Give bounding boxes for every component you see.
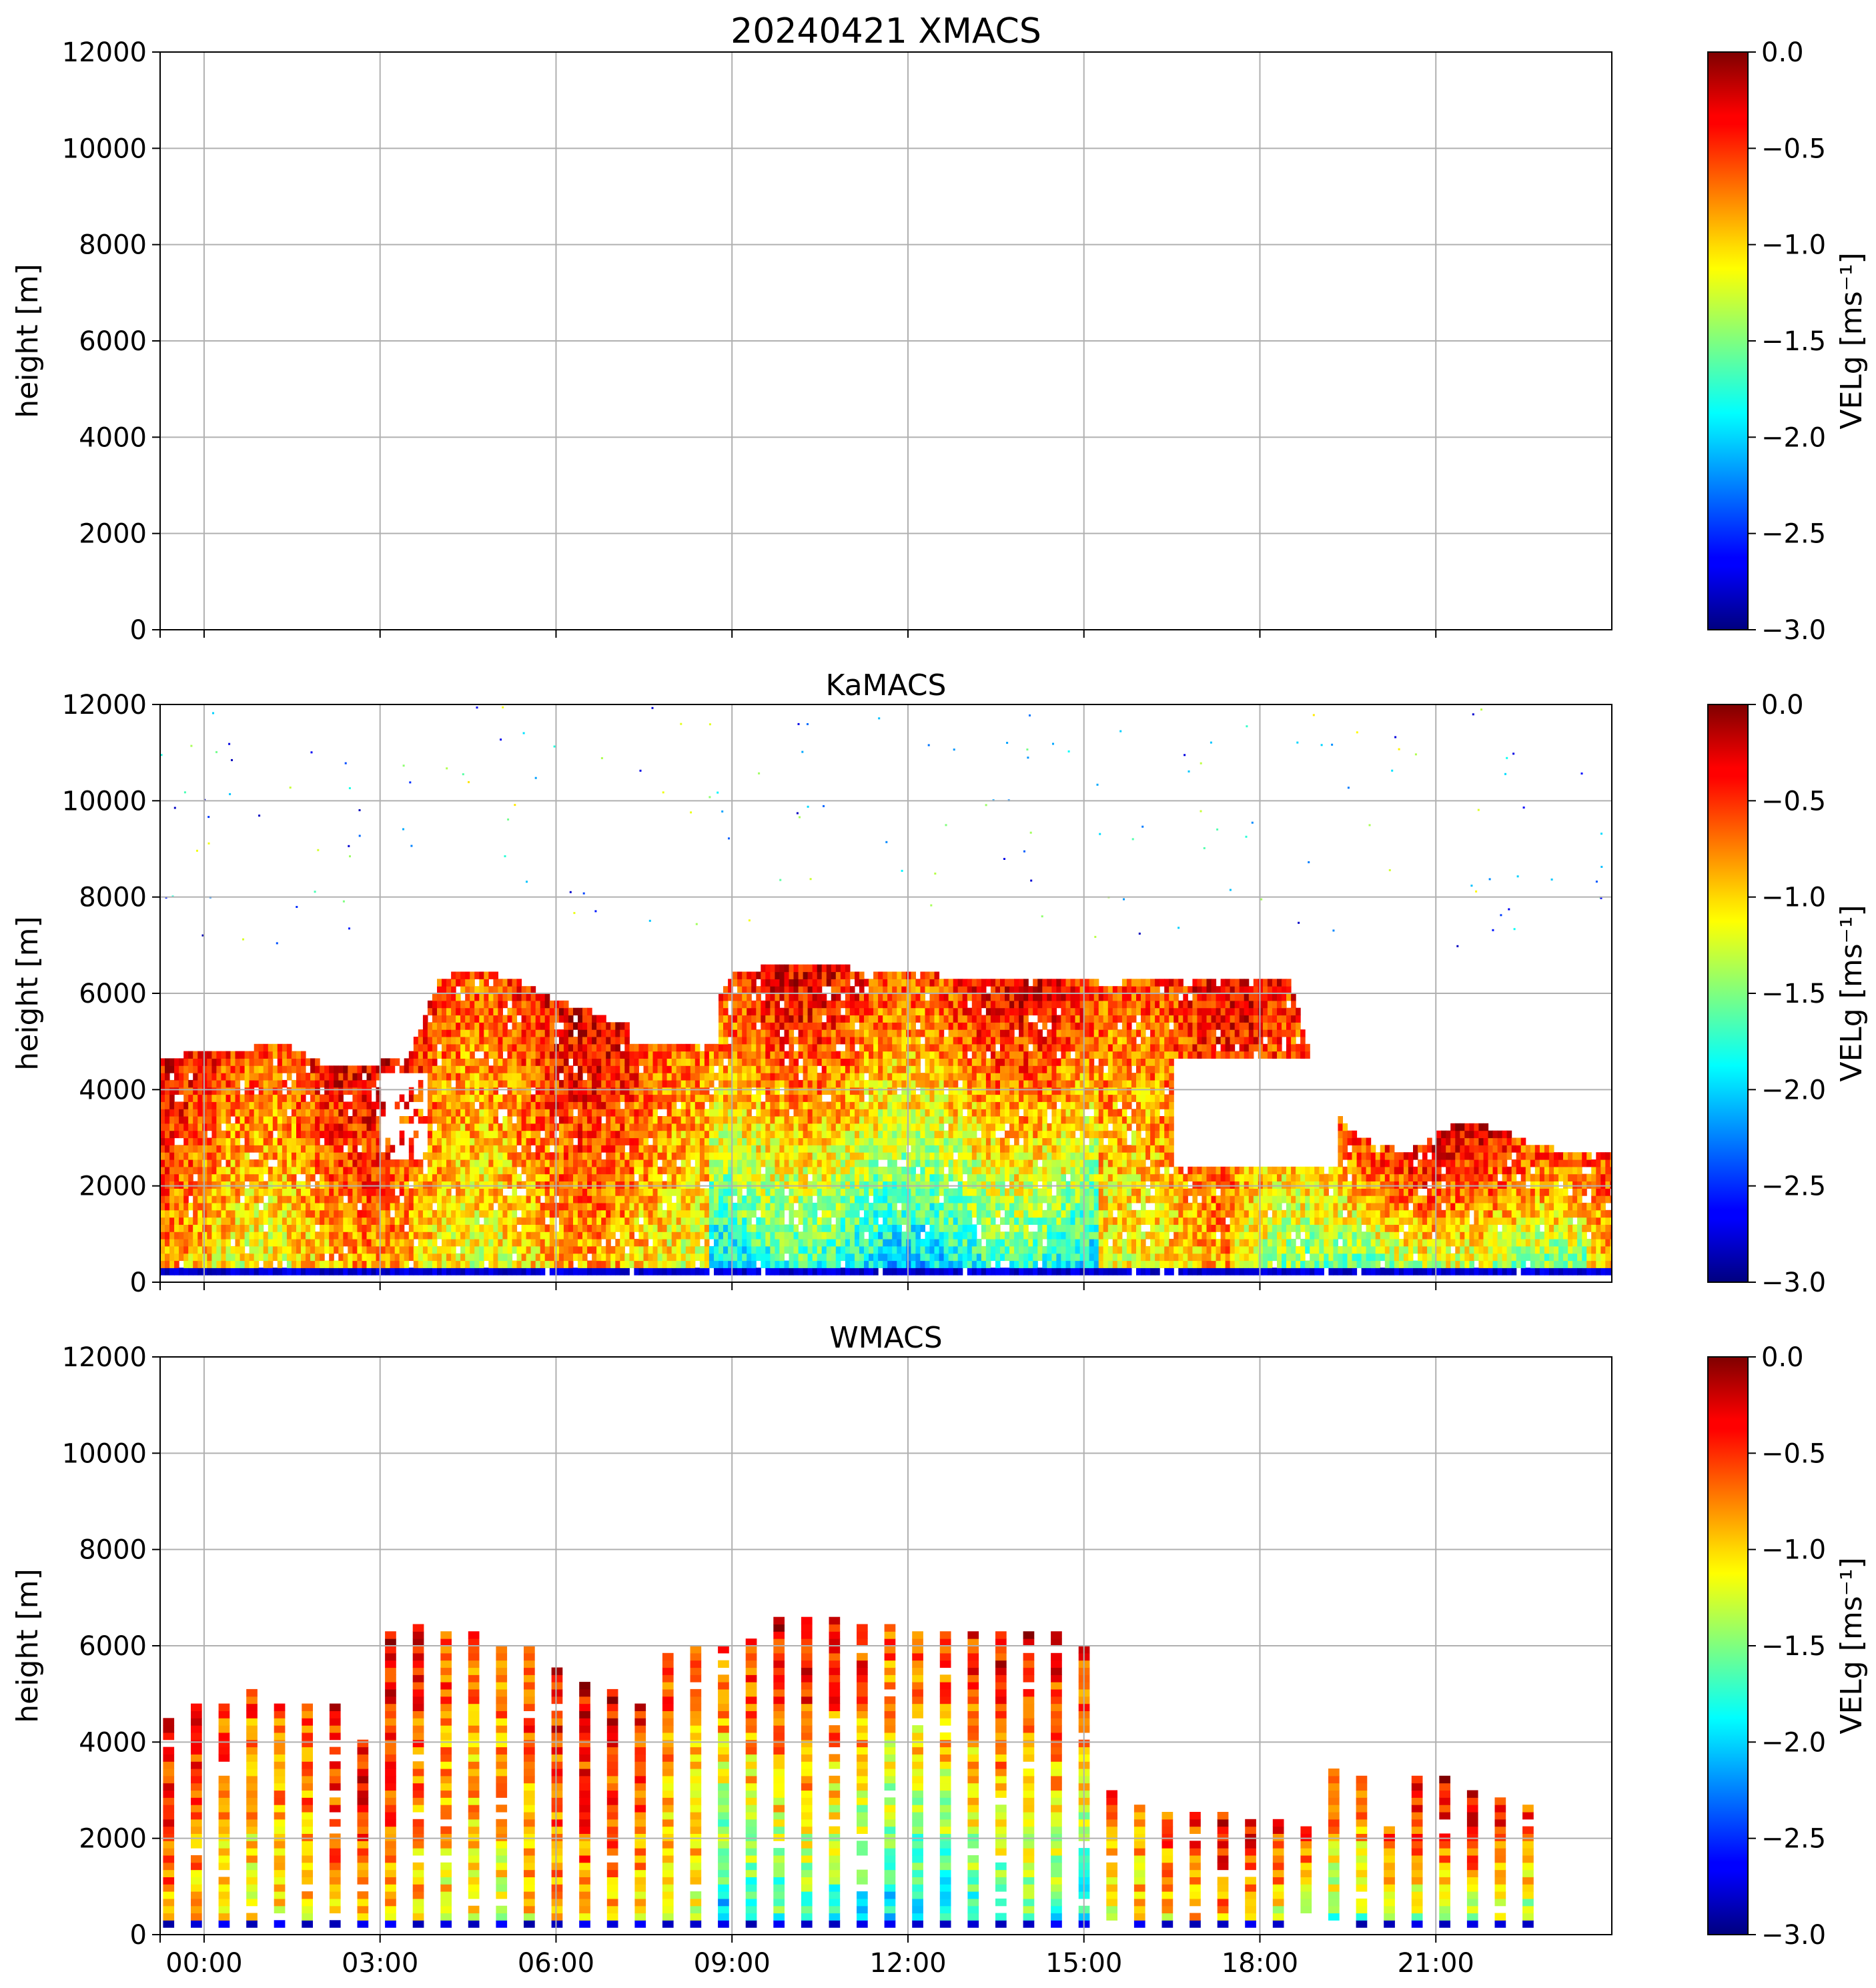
- panel-2: 0 2000 4000 6000 8000 10000 12000 KaMACS height …: [11, 668, 1869, 1298]
- y-tick-label: 2000: [79, 519, 147, 550]
- colorbar-tick-label: 0.0: [1761, 37, 1804, 68]
- colorbar-gradient: [1707, 51, 1749, 630]
- colorbar-tick-label: −3.0: [1761, 1920, 1826, 1951]
- colorbar-label: VELg [ms⁻¹]: [1835, 905, 1869, 1081]
- colorbar-tick-label: −1.0: [1761, 1535, 1826, 1566]
- colorbar-tick-label: −1.5: [1761, 1631, 1826, 1662]
- radar-data: [163, 1616, 1534, 1928]
- y-tick-label: 12000: [62, 690, 147, 720]
- panel-1: 0 2000 4000 6000 8000 10000 12000 20240421 XMAC…: [11, 11, 1869, 646]
- y-tick-label: 12000: [62, 1342, 147, 1373]
- y-tick-label: 6000: [79, 326, 147, 357]
- colorbar-tick-label: −1.0: [1761, 883, 1826, 913]
- colorbar-tick-label: −2.0: [1761, 1075, 1826, 1105]
- y-tick-label: 0: [130, 1268, 147, 1298]
- y-axis-label: height [m]: [11, 264, 45, 418]
- y-tick-label: 8000: [79, 230, 147, 261]
- colorbar-tick-label: −2.5: [1761, 1171, 1826, 1202]
- colorbar-gradient: [1707, 1356, 1749, 1935]
- x-tick-label: 03:00: [342, 1948, 418, 1979]
- x-tick-label: 21:00: [1398, 1948, 1474, 1979]
- colorbar-tick-label: −2.0: [1761, 1727, 1826, 1758]
- y-tick-label: 2000: [79, 1171, 147, 1202]
- x-tick-label: 06:00: [518, 1948, 594, 1979]
- panel-title: WMACS: [829, 1321, 942, 1355]
- x-tick-label: 18:00: [1222, 1948, 1298, 1979]
- colorbar-tick-label: −2.5: [1761, 1824, 1826, 1855]
- y-axis-label: height [m]: [11, 916, 45, 1070]
- y-tick-label: 10000: [62, 786, 147, 817]
- y-tick-label: 10000: [62, 1438, 147, 1469]
- colorbar: 0.0 −0.5 −1.0 −1.5 −2.0 −2.5 −3.0 VELg [ms⁻¹]: [1707, 37, 1869, 646]
- y-tick-label: 4000: [79, 1727, 147, 1758]
- y-axis-label: height [m]: [11, 1568, 45, 1722]
- colorbar-label: VELg [ms⁻¹]: [1835, 252, 1869, 429]
- panel-3: 0 2000 4000 6000 8000 10000 12000 00:00 03:00 06:…: [11, 1321, 1869, 1979]
- colorbar-tick-label: −1.0: [1761, 230, 1826, 261]
- panel-title: 20240421 XMACS: [731, 11, 1041, 51]
- y-tick-label: 2000: [79, 1824, 147, 1855]
- colorbar-tick-label: −2.5: [1761, 519, 1826, 550]
- x-tick-label: 12:00: [869, 1948, 946, 1979]
- colorbar-tick-label: −3.0: [1761, 1268, 1826, 1298]
- colorbar-tick-label: 0.0: [1761, 1342, 1804, 1373]
- colorbar-tick-label: −0.5: [1761, 133, 1826, 164]
- x-tick-label: 15:00: [1045, 1948, 1122, 1979]
- y-tick-label: 10000: [62, 133, 147, 164]
- x-tick-label: 09:00: [694, 1948, 771, 1979]
- colorbar-tick-label: −2.0: [1761, 422, 1826, 453]
- colorbar-tick-label: −3.0: [1761, 615, 1826, 646]
- colorbar-tick-label: −1.5: [1761, 979, 1826, 1009]
- colorbar-tick-label: −0.5: [1761, 1438, 1826, 1469]
- y-tick-label: 6000: [79, 979, 147, 1009]
- y-tick-label: 12000: [62, 37, 147, 68]
- colorbar-gradient: [1707, 704, 1749, 1283]
- y-tick-label: 8000: [79, 883, 147, 913]
- y-tick-label: 0: [130, 1920, 147, 1951]
- radar-data: [160, 706, 1612, 1276]
- y-tick-label: 4000: [79, 422, 147, 453]
- y-tick-label: 0: [130, 615, 147, 646]
- colorbar-label: VELg [ms⁻¹]: [1835, 1557, 1869, 1734]
- colorbar: 0.0 −0.5 −1.0 −1.5 −2.0 −2.5 −3.0 VELg [ms⁻¹]: [1707, 1342, 1869, 1951]
- y-tick-label: 6000: [79, 1631, 147, 1662]
- colorbar-tick-label: −0.5: [1761, 786, 1826, 817]
- x-tick-label: 00:00: [165, 1948, 242, 1979]
- y-tick-label: 4000: [79, 1075, 147, 1105]
- panel-title: KaMACS: [826, 668, 947, 702]
- colorbar: 0.0 −0.5 −1.0 −1.5 −2.0 −2.5 −3.0 VELg [ms⁻¹]: [1707, 690, 1869, 1298]
- y-tick-label: 8000: [79, 1535, 147, 1566]
- colorbar-tick-label: −1.5: [1761, 326, 1826, 357]
- colorbar-tick-label: 0.0: [1761, 690, 1804, 720]
